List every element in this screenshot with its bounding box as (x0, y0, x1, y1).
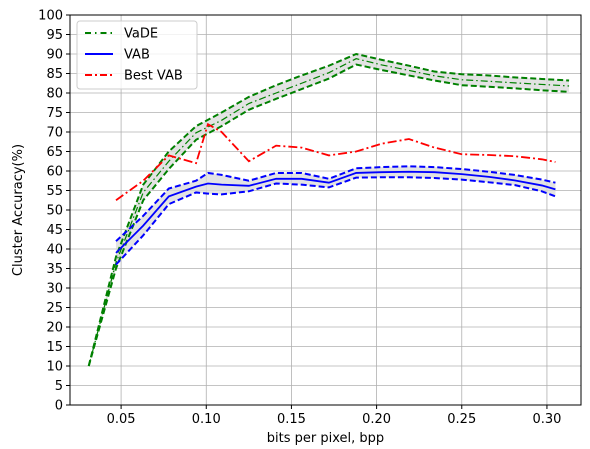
vade-mean-line (88, 58, 570, 367)
y-axis-label: Cluster Accuracy(%) (11, 144, 26, 276)
y-axis-ticks: 0 5 10 15 20 25 30 35 40 45 50 55 60 65 70 75 80 85 90 95 10… (38, 9, 70, 414)
y-tick-label: 45 (46, 223, 63, 238)
y-tick-label: 20 (46, 321, 63, 336)
y-tick-label: 15 (46, 340, 63, 355)
y-tick-label: 55 (46, 184, 63, 199)
x-axis-label: bits per pixel, bpp (267, 431, 384, 446)
x-tick-label: 0.05 (107, 412, 136, 427)
y-tick-label: 75 (46, 106, 63, 121)
y-tick-label: 40 (46, 243, 63, 258)
vade-upper-line (87, 52, 570, 367)
y-tick-label: 60 (46, 165, 63, 180)
y-tick-label: 65 (46, 145, 63, 160)
legend-label-vab: VAB (124, 48, 150, 63)
x-tick-label: 0.15 (277, 412, 306, 427)
x-axis-ticks: 0.05 0.10 0.15 0.20 0.25 0.30 (107, 405, 561, 427)
y-tick-label: 30 (46, 282, 63, 297)
y-tick-label: 10 (46, 360, 63, 375)
x-tick-label: 0.30 (532, 412, 561, 427)
best-vab-line (115, 122, 556, 201)
x-tick-label: 0.20 (362, 412, 391, 427)
vab-lower-line (115, 176, 556, 266)
x-tick-label: 0.10 (192, 412, 221, 427)
y-tick-label: 85 (46, 67, 63, 82)
legend: VaDE VAB Best VAB (76, 20, 198, 90)
y-tick-label: 25 (46, 301, 63, 316)
y-tick-label: 80 (46, 87, 63, 102)
x-tick-label: 0.25 (447, 412, 476, 427)
y-tick-label: 100 (38, 9, 63, 24)
vab-upper-line (115, 165, 556, 242)
vab-band (115, 166, 556, 265)
legend-label-vade: VaDE (124, 27, 158, 42)
vab-mean-line (115, 170, 556, 254)
y-tick-label: 70 (46, 126, 63, 141)
y-tick-label: 35 (46, 262, 63, 277)
y-tick-label: 95 (46, 28, 63, 43)
legend-box (76, 20, 198, 90)
vade-lower-line (87, 63, 570, 367)
y-tick-label: 90 (46, 48, 63, 63)
y-tick-label: 5 (55, 379, 63, 394)
legend-label-best-vab: Best VAB (124, 69, 183, 84)
confidence-bands (88, 54, 570, 366)
y-tick-label: 0 (55, 399, 63, 414)
vade-band (88, 54, 570, 366)
series-lines (87, 52, 570, 367)
y-tick-label: 50 (46, 204, 63, 219)
